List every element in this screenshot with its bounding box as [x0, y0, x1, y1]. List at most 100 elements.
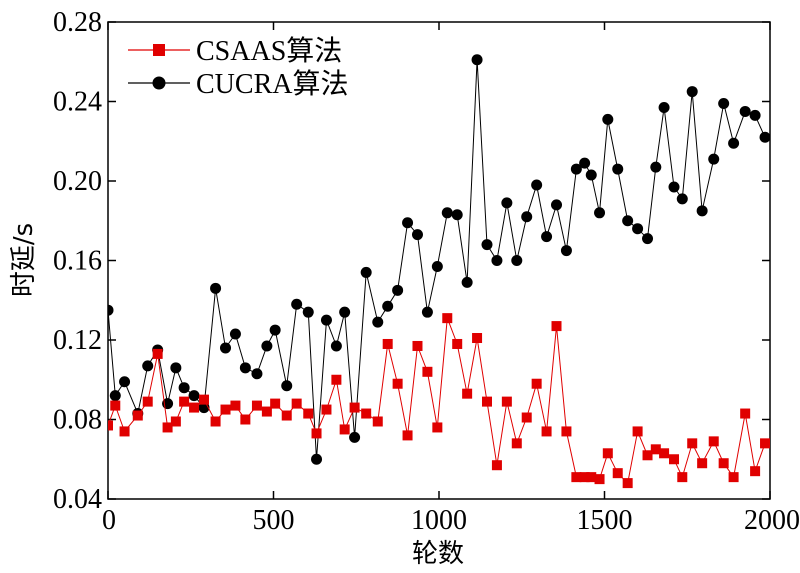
data-point [220, 342, 232, 354]
data-point [411, 229, 423, 241]
data-point [541, 231, 553, 243]
data-point [739, 105, 751, 117]
data-point [561, 426, 572, 437]
data-point [372, 316, 384, 328]
data-point [687, 438, 698, 449]
data-point [198, 394, 209, 405]
series-csaas [108, 313, 770, 489]
y-axis-label: 时延/s [9, 223, 39, 297]
data-point [431, 260, 443, 272]
data-point [759, 131, 770, 143]
data-point [302, 306, 314, 318]
data-point [110, 400, 121, 411]
data-point [622, 215, 634, 227]
data-point [622, 478, 633, 489]
data-point [708, 436, 719, 447]
x-tick-label: 500 [253, 505, 295, 536]
data-point [372, 416, 383, 427]
data-point [412, 340, 423, 351]
data-point [331, 374, 342, 385]
data-point [162, 422, 173, 433]
data-point [339, 424, 350, 435]
data-point [281, 380, 293, 392]
x-tick-label: 0 [102, 505, 116, 536]
data-point [642, 450, 653, 461]
data-point [541, 426, 552, 437]
legend-marker [152, 76, 166, 90]
data-point [602, 448, 613, 459]
x-tick-label: 2000 [744, 505, 800, 536]
data-point [291, 298, 303, 310]
data-point [349, 402, 360, 413]
y-tick-label: 0.20 [53, 166, 102, 197]
data-point [462, 388, 473, 399]
data-point [668, 181, 680, 193]
data-point [441, 207, 453, 219]
data-point [585, 169, 597, 181]
data-point [108, 420, 113, 431]
data-point [291, 398, 302, 409]
data-point [230, 400, 241, 411]
data-point [697, 458, 708, 469]
data-point [311, 428, 322, 439]
data-point [531, 378, 542, 389]
y-tick-label: 0.04 [53, 484, 102, 515]
data-point [708, 153, 720, 165]
data-point [210, 416, 221, 427]
y-tick-label: 0.12 [53, 325, 102, 356]
data-point [659, 448, 670, 459]
x-tick-label: 1500 [577, 505, 633, 536]
data-point [602, 113, 614, 125]
data-point [119, 426, 130, 437]
data-point [594, 207, 606, 219]
series-layer [108, 54, 770, 489]
data-point [142, 396, 153, 407]
x-tick-label: 1000 [411, 505, 467, 536]
data-point [349, 431, 361, 443]
data-point [119, 376, 131, 388]
data-point [750, 466, 761, 477]
data-point [632, 223, 644, 235]
data-point [696, 205, 708, 217]
data-point [251, 400, 262, 411]
data-point [261, 406, 272, 417]
data-point [152, 348, 163, 359]
data-point [612, 163, 624, 175]
data-point [320, 314, 332, 326]
data-point [281, 410, 292, 421]
data-point [491, 255, 503, 266]
data-point [360, 266, 372, 278]
y-tick-label: 0.28 [53, 7, 102, 38]
data-point [382, 338, 393, 349]
data-point [311, 453, 323, 465]
data-point [220, 404, 231, 415]
legend-marker [153, 44, 165, 56]
data-point [321, 404, 332, 415]
data-point [239, 362, 251, 374]
data-point [170, 416, 181, 427]
data-point [491, 460, 502, 471]
y-tick-label: 0.08 [53, 405, 102, 436]
y-tick-label: 0.16 [53, 246, 102, 277]
y-tick-label: 0.24 [53, 87, 102, 118]
data-point [551, 199, 563, 211]
data-point [650, 161, 662, 173]
data-point [422, 366, 433, 377]
data-point [471, 54, 483, 66]
data-point [531, 179, 543, 191]
data-point [676, 193, 688, 205]
data-point [728, 472, 739, 483]
ticks [107, 21, 771, 500]
data-point [303, 408, 314, 419]
data-point [330, 340, 342, 352]
data-point [586, 472, 597, 483]
tick-labels: 0.04 0.08 0.12 0.16 0.20 0.24 0.28 0 500 1000 1500… [53, 7, 800, 536]
data-point [521, 412, 532, 423]
data-point [551, 321, 562, 332]
data-point [229, 328, 241, 340]
data-point [658, 101, 670, 113]
data-point [178, 382, 190, 394]
data-point [240, 414, 251, 425]
